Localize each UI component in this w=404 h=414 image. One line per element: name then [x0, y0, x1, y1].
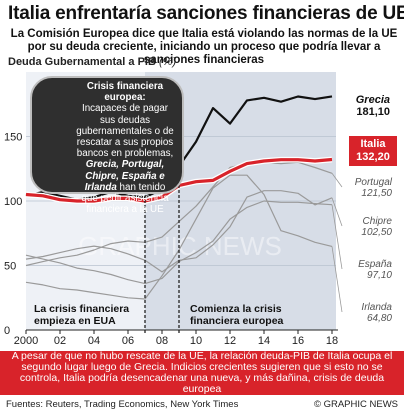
y-tick-label: 0	[4, 325, 10, 337]
portugal-value: 121,50	[361, 188, 392, 199]
x-tick-label: 16	[292, 335, 304, 347]
grecia-value: 181,10	[356, 106, 390, 118]
x-tick-label: 18	[326, 335, 338, 347]
leader-line	[331, 204, 343, 270]
y-unit-label: Deuda Gubernamental a PIB (%)	[8, 56, 176, 68]
y-tick-label: 50	[4, 261, 16, 273]
highlight-box: A pesar de que no hubo rescate de la UE,…	[0, 351, 404, 395]
x-tick-label: 14	[258, 335, 270, 347]
watermark: GRAPHIC NEWS	[78, 231, 282, 261]
x-tick-label: 02	[54, 335, 66, 347]
chipre-value: 102,50	[361, 227, 392, 238]
leader-line	[331, 246, 343, 313]
italia-label: Italia 132,20	[349, 136, 397, 166]
source-text: Fuentes: Reuters, Trading Economics, New…	[6, 399, 239, 410]
portugal-name: Portugal	[354, 177, 392, 188]
espana-label: España 97,10	[358, 259, 392, 281]
grecia-label: Grecia 181,10	[356, 94, 390, 118]
portugal-label: Portugal 121,50	[355, 177, 392, 199]
credit-text: © GRAPHIC NEWS	[313, 399, 398, 410]
chipre-name: Chipre	[362, 216, 392, 227]
subtitle: La Comisión Europea dice que Italia está…	[10, 28, 398, 66]
x-tick-label: 2000	[14, 335, 38, 347]
irlanda-name: Irlanda	[361, 302, 392, 313]
espana-name: España	[358, 259, 392, 270]
callout-text-before: Incapaces de pagar sus deudas gubernamen…	[76, 103, 174, 160]
x-tick-label: 12	[224, 335, 236, 347]
y-tick-label: 150	[4, 132, 22, 144]
callout-title: Crisis financiera europea:	[86, 81, 164, 104]
leader-line	[331, 197, 343, 227]
irlanda-label: Irlanda 64,80	[361, 302, 392, 324]
espana-value: 97,10	[366, 270, 392, 281]
italia-name: Italia	[360, 138, 386, 150]
x-tick-label: 06	[122, 335, 134, 347]
chipre-label: Chipre 102,50	[361, 216, 392, 238]
x-tick-label: 10	[190, 335, 202, 347]
note-us-crisis: La crisis financiera empieza en EUA	[34, 303, 130, 327]
italia-value: 132,20	[356, 151, 390, 163]
irlanda-value: 64,80	[366, 313, 392, 324]
grecia-name: Grecia	[355, 94, 390, 106]
callout-countries: Grecia, Portugal, Chipre, España e Irlan…	[84, 159, 165, 193]
x-tick-label: 04	[88, 335, 100, 347]
callout-box: Crisis financiera europea: Incapaces de …	[30, 76, 184, 215]
y-tick-label: 100	[4, 196, 22, 208]
y-unit-suffix: (%)	[159, 56, 177, 68]
page-title: Italia enfrentaría sanciones financieras…	[8, 3, 404, 24]
x-tick-label: 08	[156, 335, 168, 347]
note-euro-crisis: Comienza la crisis financiera europea	[190, 303, 284, 327]
leader-line	[331, 173, 343, 188]
callout-text-after: han tenido que pedir asistencia financie…	[81, 181, 169, 216]
y-unit-text: Deuda Gubernamental a PIB	[8, 56, 156, 68]
